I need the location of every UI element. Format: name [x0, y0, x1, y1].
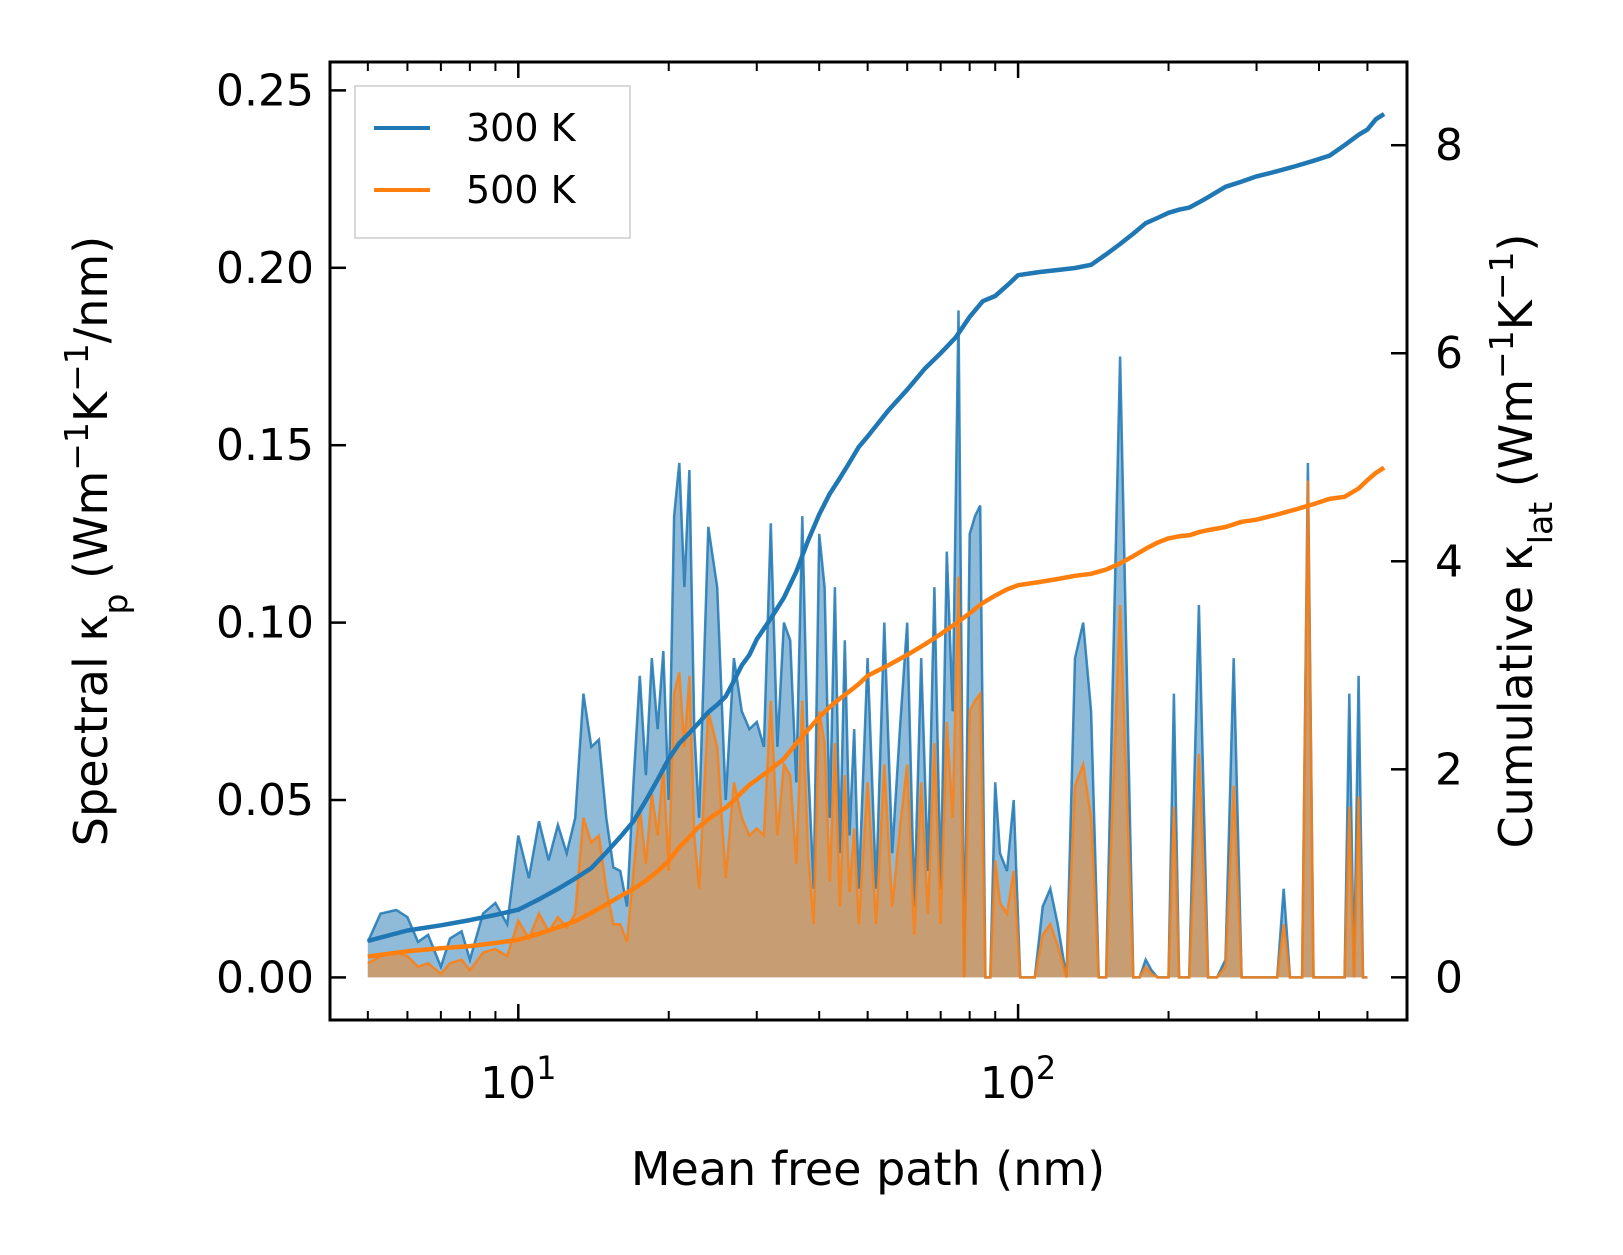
left-axis-tick-label: 0.10 — [216, 598, 314, 649]
left-axis-label-sup2: −1 — [57, 343, 96, 392]
x-axis-tick-label: 102 — [980, 1049, 1056, 1109]
right-axis-tick-label: 8 — [1435, 120, 1463, 171]
spectral-area-500k — [367, 480, 1368, 978]
left-axis-label-units-post: /nm) — [64, 236, 118, 343]
x-axis-tick-label-exponent: 1 — [536, 1049, 556, 1087]
right-axis-tick-label: 2 — [1435, 744, 1463, 795]
x-axis-tick-label: 101 — [480, 1049, 556, 1109]
x-axis-tick-label-base: 10 — [480, 1058, 536, 1109]
left-axis-label-main: Spectral κ — [64, 615, 118, 847]
left-axis-tick-label: 0.20 — [216, 243, 314, 294]
right-axis-label-main: Cumulative κ — [1489, 544, 1543, 848]
cumulative-line-500k — [367, 465, 1386, 959]
right-axis-label-units-pre: (Wm — [1489, 379, 1543, 502]
legend-label-500k: 500 K — [466, 168, 577, 212]
x-axis-label: Mean free path (nm) — [631, 1142, 1105, 1196]
left-axis-tick-label: 0.25 — [216, 65, 314, 116]
right-axis-label-sub: lat — [1521, 502, 1560, 544]
right-axis-label-sup2: −1 — [1482, 251, 1521, 300]
spectral-line-300k — [366, 310, 1368, 979]
right-axis-tick-label: 0 — [1435, 952, 1463, 1003]
cumulative-line-300k — [367, 112, 1386, 944]
x-axis-tick-label-exponent: 2 — [1036, 1049, 1056, 1087]
left-axis-tick-label: 0.15 — [216, 420, 314, 471]
right-axis-tick-label: 6 — [1435, 328, 1463, 379]
x-axis-tick-label-base: 10 — [980, 1058, 1036, 1109]
left-axis-label-sup1: −1 — [57, 422, 96, 471]
legend: 300 K 500 K — [354, 85, 631, 239]
right-axis-tick-label: 4 — [1435, 536, 1463, 587]
right-axis-label-sup1: −1 — [1482, 330, 1521, 379]
legend-box — [354, 85, 631, 239]
legend-label-300k: 300 K — [466, 106, 577, 150]
right-axis-label-units-post: ) — [1489, 234, 1543, 252]
left-axis-label-units-pre: (Wm — [64, 471, 118, 594]
left-axis-tick-label: 0.05 — [216, 775, 314, 826]
left-axis-label-sub: p — [96, 594, 135, 615]
series-layer — [366, 112, 1386, 979]
right-axis-label-units-mid: K — [1489, 298, 1543, 330]
left-axis-tick-label: 0.00 — [216, 952, 314, 1003]
right-axis-label: Cumulative κlat (Wm−1K−1) — [1482, 234, 1560, 849]
left-axis-label-units-mid: K — [64, 390, 118, 422]
left-axis-label: Spectral κp (Wm−1K−1/nm) — [57, 236, 135, 846]
